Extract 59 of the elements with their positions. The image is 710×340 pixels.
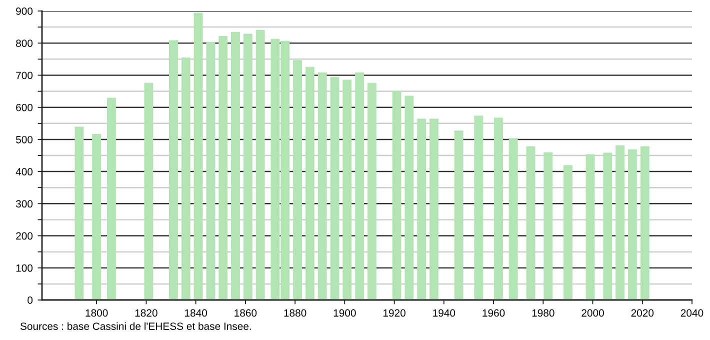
bar: [194, 12, 203, 300]
bar: [526, 146, 536, 300]
bar: [342, 80, 352, 300]
y-tick-label: 600: [16, 104, 33, 112]
bar: [508, 138, 518, 300]
x-tick-label: 1820: [135, 309, 158, 317]
y-tick-label: 500: [16, 136, 33, 144]
bar: [586, 154, 595, 300]
bar: [355, 72, 364, 300]
y-tick-label: 900: [16, 8, 33, 15]
y-tick-label: 100: [16, 264, 33, 272]
bar: [544, 152, 553, 300]
bar: [107, 98, 116, 300]
x-tick-label: 1880: [284, 309, 306, 317]
bar: [430, 118, 438, 300]
source-note: Sources : base Cassini de l'EHESS et base Insee.: [20, 322, 251, 330]
bar: [494, 118, 503, 300]
x-tick-label: 1940: [433, 309, 456, 317]
bar: [563, 165, 572, 300]
bar: [640, 146, 650, 300]
bar: [169, 40, 178, 300]
bar: [454, 130, 464, 300]
bar: [231, 32, 240, 300]
bar: [417, 118, 426, 300]
x-tick-label: 1900: [334, 309, 356, 317]
bar: [206, 42, 216, 300]
bar: [603, 152, 612, 300]
bar: [404, 96, 414, 300]
x-tick-label: 1860: [234, 309, 257, 317]
bar: [144, 82, 154, 300]
y-tick-label: 200: [16, 232, 33, 240]
bar: [243, 34, 252, 300]
x-tick-label: 2040: [680, 309, 704, 317]
x-tick-label: 1800: [86, 309, 108, 317]
y-tick-label: 700: [16, 72, 33, 80]
bar: [92, 134, 102, 300]
bar: [305, 66, 314, 300]
bar: [616, 145, 625, 300]
x-tick-label: 2020: [631, 309, 654, 317]
x-tick-label: 2000: [582, 309, 604, 317]
bar: [392, 90, 402, 300]
y-tick-label: 800: [16, 40, 33, 47]
bar: [256, 30, 265, 300]
y-tick-label: 0: [28, 296, 33, 304]
bar: [474, 116, 484, 300]
bar: [74, 126, 84, 300]
bar: [293, 60, 302, 300]
y-tick-label: 400: [16, 168, 33, 176]
x-tick-label: 1920: [384, 309, 406, 317]
x-tick-label: 1980: [532, 309, 554, 317]
bar: [367, 82, 376, 300]
bar: [181, 58, 190, 300]
y-tick-label: 300: [16, 200, 33, 208]
bar: [330, 76, 340, 300]
bar: [628, 149, 637, 300]
bar: [318, 72, 327, 300]
bar: [218, 36, 228, 300]
x-tick-label: 1840: [185, 309, 207, 317]
x-tick-label: 1960: [482, 309, 505, 317]
